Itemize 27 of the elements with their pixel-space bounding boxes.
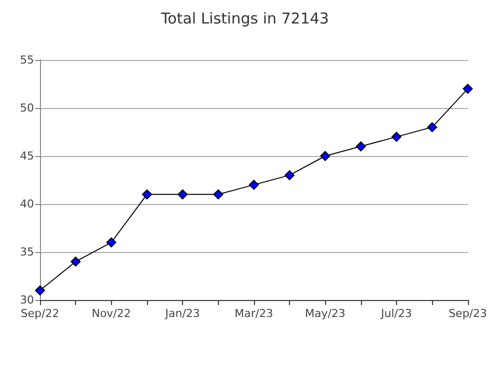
y-tick-label: 35 [20, 246, 34, 258]
y-tick-label: 45 [20, 150, 34, 162]
point [178, 189, 188, 200]
y-tick-label: 55 [20, 54, 34, 66]
x-tick-label: Sep/22 [20, 307, 60, 320]
point [320, 151, 330, 161]
point [248, 180, 259, 190]
x-tick-label: May/23 [304, 307, 346, 320]
point [356, 141, 366, 152]
point [35, 285, 45, 296]
x-tick-label: Sep/23 [448, 307, 487, 320]
x-tick-label: Nov/22 [92, 307, 131, 320]
point [213, 189, 224, 200]
y-tick-label: 30 [20, 294, 34, 306]
point [106, 237, 116, 248]
y-tick-label: 50 [20, 102, 34, 114]
y-tick-label: 40 [20, 198, 34, 210]
x-tick-label: Jul/23 [380, 307, 412, 320]
point [427, 122, 438, 132]
point [142, 189, 152, 200]
x-tick-label: Mar/23 [234, 307, 274, 320]
chart-title: Total Listings in 72143 [160, 10, 329, 28]
point [391, 132, 402, 142]
point [462, 84, 473, 94]
point [284, 170, 295, 180]
x-tick-label: Jan/23 [164, 307, 200, 320]
point [70, 256, 81, 267]
